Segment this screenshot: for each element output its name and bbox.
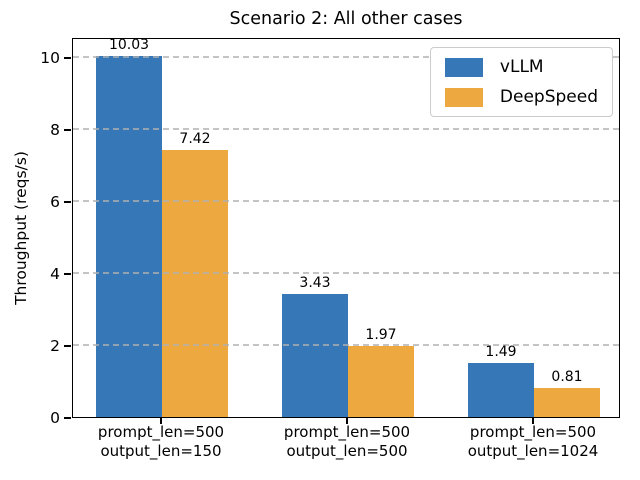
legend-label-deepspeed: DeepSpeed xyxy=(499,87,598,107)
grid-line xyxy=(73,128,619,130)
grid-line xyxy=(73,344,619,346)
y-tick-label: 2 xyxy=(50,337,60,355)
bar-value-label: 3.43 xyxy=(299,274,331,291)
y-tick-mark xyxy=(64,201,71,203)
y-tick-label: 0 xyxy=(50,409,60,427)
y-tick-label: 8 xyxy=(50,121,60,139)
bar-vllm xyxy=(468,363,534,417)
x-category-line1: prompt_len=500 xyxy=(97,423,225,441)
bar-value-label: 1.49 xyxy=(485,344,517,361)
x-tick-mark xyxy=(346,418,348,424)
x-category-label: prompt_len=500 output_len=1024 xyxy=(433,423,633,461)
bar-vllm xyxy=(96,55,162,417)
y-tick-label: 10 xyxy=(40,49,60,67)
bar-deepspeed xyxy=(162,149,228,417)
legend-label-vllm: vLLM xyxy=(499,57,544,77)
legend-row-vllm: vLLM xyxy=(444,57,598,77)
y-tick-mark xyxy=(64,345,71,347)
y-tick-label: 4 xyxy=(50,265,60,283)
bar-value-label: 0.81 xyxy=(551,368,583,385)
y-tick-mark xyxy=(64,129,71,131)
plot-area: vLLM DeepSpeed 10.03 3.43 1.49 7.42 1.97 0.81 xyxy=(72,36,620,418)
bar-value-label: 1.97 xyxy=(365,327,397,344)
x-category-label: prompt_len=500 output_len=500 xyxy=(247,423,447,461)
grid-line xyxy=(73,56,619,58)
x-category-line1: prompt_len=500 xyxy=(469,423,597,441)
y-tick-label: 6 xyxy=(50,193,60,211)
bar-deepspeed xyxy=(534,387,600,417)
y-tick-mark xyxy=(64,273,71,275)
x-category-line2: output_len=1024 xyxy=(467,442,599,460)
y-tick-mark xyxy=(64,417,71,419)
x-category-line2: output_len=500 xyxy=(286,442,408,460)
x-tick-mark xyxy=(532,418,534,424)
legend: vLLM DeepSpeed xyxy=(429,47,613,117)
x-tick-mark xyxy=(160,418,162,424)
bar-value-label: 10.03 xyxy=(108,36,150,53)
legend-row-deepspeed: DeepSpeed xyxy=(444,87,598,107)
x-category-line2: output_len=150 xyxy=(100,442,222,460)
chart-title: Scenario 2: All other cases xyxy=(229,9,463,29)
bar-vllm xyxy=(282,293,348,417)
grid-line xyxy=(73,272,619,274)
x-category-line1: prompt_len=500 xyxy=(283,423,411,441)
legend-swatch-vllm xyxy=(444,57,483,77)
bar-deepspeed xyxy=(348,346,414,417)
y-tick-mark xyxy=(64,57,71,59)
x-category-label: prompt_len=500 output_len=150 xyxy=(61,423,261,461)
bar-value-label: 7.42 xyxy=(179,130,211,147)
grid-line xyxy=(73,200,619,202)
legend-swatch-deepspeed xyxy=(444,87,483,107)
